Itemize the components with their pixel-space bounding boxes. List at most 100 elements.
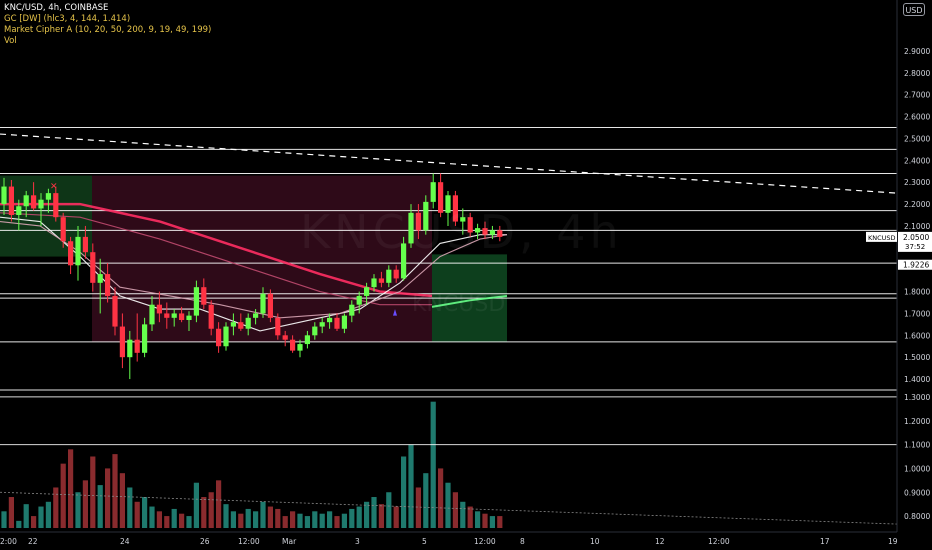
volume-bar: [164, 516, 170, 528]
volume-bar: [423, 473, 429, 528]
volume-bar: [156, 511, 162, 528]
volume-bar: [253, 511, 259, 528]
volume-bar: [201, 497, 207, 528]
volume-bar: [275, 508, 281, 528]
candle-body: [230, 322, 236, 327]
candle-body: [223, 326, 229, 347]
volume-bar: [245, 508, 251, 528]
candle-body: [297, 344, 303, 351]
candle-body: [68, 241, 74, 266]
candle-body: [475, 228, 481, 233]
legend-indicator-market-cipher[interactable]: Market Cipher A (10, 20, 50, 200, 9, 19,…: [4, 25, 212, 35]
time-axis-label: 22: [28, 537, 38, 546]
volume-bar: [23, 504, 29, 528]
volume-bar: [53, 487, 59, 528]
volume-bar: [97, 485, 103, 528]
volume-bar: [364, 501, 370, 528]
symbol-watermark: KNCUSD, 4h: [300, 205, 623, 259]
volume-bar: [475, 511, 481, 528]
volume-bar: [260, 501, 266, 528]
symbol-watermark-small: KNCUSD: [412, 292, 506, 317]
volume-bar: [297, 513, 303, 528]
volume-bar: [334, 516, 340, 528]
candle-body: [179, 313, 185, 320]
last-price-box: [898, 231, 932, 252]
candle-body: [142, 324, 148, 353]
candle-body: [127, 339, 133, 358]
volume-bar: [16, 520, 22, 528]
candle-body: [208, 304, 214, 329]
candle-body: [371, 278, 377, 288]
candle-body: [282, 335, 288, 340]
price-tick-label: 1.2000: [904, 417, 930, 426]
volume-bar: [38, 506, 44, 528]
ema-ribbon-green: [431, 294, 508, 308]
volume-bar: [171, 508, 177, 528]
candle-body: [312, 326, 318, 336]
time-axis-label: 24: [120, 537, 130, 546]
candle-body: [460, 217, 466, 222]
candle-body: [253, 313, 259, 318]
candle-body: [112, 295, 118, 327]
trendline-dashed: [0, 133, 898, 194]
candle-body: [245, 317, 251, 329]
candle-body: [341, 315, 347, 329]
buy-signal-triangle-icon: [393, 309, 397, 316]
volume-bar: [482, 513, 488, 528]
candle-body: [423, 201, 429, 231]
volume-bar: [134, 501, 140, 528]
candle-body: [327, 317, 333, 323]
candle-body: [482, 228, 488, 235]
legend-indicator-gc[interactable]: GC [DW] (hlc3, 4, 144, 1.414): [4, 14, 131, 24]
price-tick-label: 1.5000: [904, 353, 930, 362]
candle-body: [334, 317, 340, 329]
legend-symbol[interactable]: KNC/USD, 4h, COINBASE: [4, 3, 109, 13]
candle-body: [193, 287, 199, 316]
volume-bar: [127, 487, 133, 528]
candle-body: [105, 274, 111, 296]
candle-body: [364, 287, 370, 296]
ema-pink-slow: [0, 221, 508, 319]
ema-ribbon-secondary: [0, 212, 432, 306]
volume-bar: [401, 456, 407, 528]
volume-bar: [223, 504, 229, 528]
volume-bar: [75, 492, 81, 528]
volume-bar: [408, 444, 414, 528]
time-axis-label: 19: [888, 537, 898, 546]
volume-bar: [112, 454, 118, 528]
price-tick-label: 2.3000: [904, 178, 930, 187]
time-axis-label: 2:00: [0, 537, 17, 546]
volume-bar: [497, 516, 503, 528]
volume-trendline: [0, 491, 898, 525]
candle-body: [238, 322, 244, 329]
volume-bar: [378, 504, 384, 528]
last-price-value: 2.0500: [903, 233, 929, 242]
currency-button[interactable]: USD: [903, 3, 925, 16]
candle-body: [156, 304, 162, 314]
candle-body: [290, 339, 296, 351]
level-price-value: 1.9226: [903, 261, 929, 270]
volume-bar: [386, 492, 392, 528]
candle-body: [38, 199, 44, 209]
time-axis-label: 17: [820, 537, 830, 546]
candle-body: [349, 304, 355, 316]
candle-body: [393, 269, 399, 279]
volume-bar: [267, 506, 273, 528]
time-axis-label: 12:00: [238, 537, 260, 546]
candle-body: [304, 335, 310, 345]
volume-bar: [319, 513, 325, 528]
legend-indicator-vol[interactable]: Vol: [4, 36, 17, 46]
time-axis-label: 12:00: [474, 537, 496, 546]
volume-bar: [82, 480, 88, 528]
volume-bar: [438, 468, 444, 528]
candle-body: [90, 252, 96, 283]
price-tick-label: 1.4000: [904, 375, 930, 384]
candle-body: [149, 304, 155, 325]
time-axis-label: 8: [520, 537, 525, 546]
volume-bar: [371, 497, 377, 528]
volume-bar: [230, 511, 236, 528]
candle-body: [186, 315, 192, 320]
candle-body: [82, 236, 88, 253]
volume-bar: [356, 506, 362, 528]
